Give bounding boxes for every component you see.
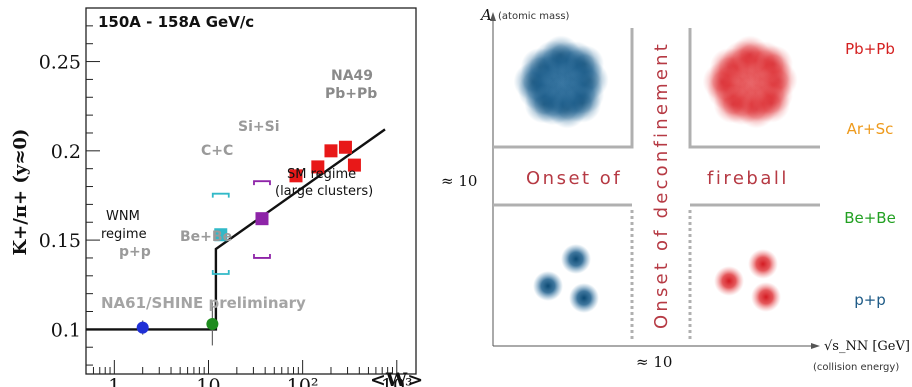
x-axis-title: √s_NN [GeV] bbox=[824, 339, 910, 354]
nucleon-blob bbox=[751, 282, 781, 312]
blob-cluster bbox=[513, 35, 609, 129]
data-point-circle bbox=[136, 321, 149, 334]
systematic-bracket bbox=[253, 180, 271, 186]
x-tick-label: 1 bbox=[108, 375, 120, 387]
wnm-label-2: regime bbox=[101, 227, 147, 242]
fireball-blobs bbox=[513, 35, 798, 313]
data-point-square bbox=[311, 160, 325, 174]
data-point-square bbox=[347, 158, 361, 172]
y-tick-label: 0.1 bbox=[51, 319, 81, 341]
y-axis-arrow-icon bbox=[490, 12, 496, 21]
data-point-square bbox=[338, 140, 352, 154]
x-tick-label: 10² bbox=[287, 375, 319, 387]
tick-labels: 1 10 10² 10³ 0.1 0.15 0.2 0.25 bbox=[39, 52, 413, 387]
left-chart: 150A - 158A GeV/c K+/π+ (y≈0) <W> 1 10 10²… bbox=[10, 7, 423, 387]
nucleon-blob bbox=[569, 283, 599, 313]
systematic-bracket bbox=[253, 253, 271, 259]
x-axis-arrow-icon bbox=[811, 343, 820, 349]
cc-label: C+C bbox=[201, 143, 233, 159]
right-diagram: A (atomic mass) √s_NN [GeV] (collision e… bbox=[441, 6, 910, 373]
blob-cluster bbox=[702, 35, 798, 129]
horizontal-text-right: fireball bbox=[707, 168, 789, 189]
na49-label-1: NA49 bbox=[331, 68, 373, 84]
system-label: Pb+Pb bbox=[845, 40, 895, 58]
model-line bbox=[86, 128, 386, 331]
blob-part bbox=[563, 84, 602, 123]
data-points bbox=[136, 140, 361, 346]
blob-part bbox=[513, 62, 552, 101]
nucleon-blob bbox=[748, 249, 778, 279]
vertical-text: Onset of deconfinement bbox=[651, 41, 672, 329]
wnm-label-1: WNM bbox=[106, 209, 140, 224]
systematic-bracket bbox=[211, 192, 230, 198]
data-point-square bbox=[214, 228, 228, 242]
bebe-label: Be+Be bbox=[180, 229, 232, 245]
chart-title: 150A - 158A GeV/c bbox=[98, 13, 254, 31]
system-labels: Pb+Pb Ar+Sc Be+Be p+p bbox=[844, 40, 896, 309]
y-tick-label: 0.25 bbox=[39, 52, 81, 74]
y-axis-title: A bbox=[479, 6, 492, 24]
nucleon-blob bbox=[561, 244, 591, 274]
blob-part bbox=[702, 62, 741, 101]
footer-note: NA61/SHINE preliminary bbox=[101, 294, 306, 312]
nucleon-blob bbox=[533, 271, 563, 301]
plot-frame bbox=[85, 7, 417, 375]
system-label: Ar+Sc bbox=[847, 120, 894, 138]
sm-label-1: SM regime bbox=[287, 167, 356, 182]
nucleon-blob bbox=[714, 266, 744, 296]
data-point-square bbox=[324, 144, 338, 158]
region-walls bbox=[493, 28, 820, 342]
blob-part bbox=[752, 84, 791, 123]
sm-label-2: (large clusters) bbox=[275, 184, 373, 199]
data-point-square bbox=[289, 169, 303, 183]
x-tick-label: 10³ bbox=[381, 375, 413, 387]
y-tick-label: 0.2 bbox=[51, 141, 81, 163]
blob-part bbox=[755, 45, 794, 84]
data-point-circle bbox=[206, 318, 219, 331]
x-axis-note: (collision energy) bbox=[813, 362, 899, 373]
na49-label-2: Pb+Pb bbox=[325, 86, 377, 102]
x-threshold: ≈ 10 bbox=[636, 353, 672, 371]
sisi-label: Si+Si bbox=[238, 119, 280, 135]
x-axis-label: <W> bbox=[370, 369, 423, 387]
system-label: p+p bbox=[854, 291, 886, 309]
y-tick-label: 0.15 bbox=[39, 230, 81, 252]
x-tick-label: 10 bbox=[196, 375, 220, 387]
pp-label: p+p bbox=[119, 244, 151, 260]
blob-part bbox=[566, 45, 605, 84]
y-threshold: ≈ 10 bbox=[441, 172, 477, 190]
y-axis-label: K+/π+ (y≈0) bbox=[10, 129, 31, 256]
data-point-square bbox=[255, 212, 269, 226]
systematic-bracket bbox=[211, 270, 230, 275]
system-label: Be+Be bbox=[844, 209, 896, 227]
horizontal-text-left: Onset of bbox=[526, 168, 622, 189]
y-axis-note: (atomic mass) bbox=[498, 11, 570, 22]
